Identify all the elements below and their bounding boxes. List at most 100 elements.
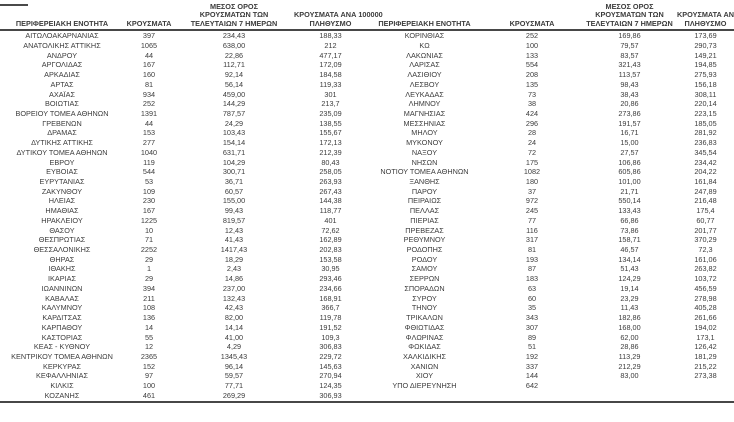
table-row: ΚΑΒΑΛΑΣ 211 132,43 168,91 ΣΥΡΟΥ 60 23,29 278,98 xyxy=(0,294,734,304)
per100k-cell: 229,72 xyxy=(319,351,342,361)
per100k-cell: 290,73 xyxy=(694,40,717,50)
region-cell: ΑΧΑΪΑΣ xyxy=(48,89,75,99)
region-cell: ΧΑΛΚΙΔΙΚΗΣ xyxy=(402,351,447,361)
region-cell: ΜΗΛΟΥ xyxy=(411,128,438,138)
region-cell: ΦΘΙΩΤΙΔΑΣ xyxy=(404,322,445,332)
region-cell: ΠΕΛΛΑΣ xyxy=(409,206,440,216)
table-row: ΘΑΣΟΥ 10 12,43 72,62 ΠΡΕΒΕΖΑΣ 116 73,86 201,77 xyxy=(0,226,734,236)
per100k-cell: 126,42 xyxy=(694,342,717,352)
region-cell: ΕΒΡΟΥ xyxy=(49,157,75,167)
cases-cell: 14 xyxy=(144,322,154,332)
table-header: ΠΕΡΙΦΕΡΕΙΑΚΗ ΕΝΟΤΗΤΑ ΚΡΟΥΣΜΑΤΑ ΜΕΣΟΣ ΟΡΟ… xyxy=(0,2,734,31)
cases-cell: 397 xyxy=(142,31,156,41)
per100k-header-line1: ΚΡΟΥΣΜΑΤΑ ΑΝΑ 100000 xyxy=(294,10,383,20)
avg7-cell: 605,86 xyxy=(618,167,641,177)
avg7-cell: 92,14 xyxy=(224,70,244,80)
avg7-cell: 155,00 xyxy=(222,196,246,206)
per100k-cell: 103,72 xyxy=(694,274,717,284)
per100k-cell: 275,93 xyxy=(694,70,717,80)
table-body: ΑΙΤΩΛΟΑΚΑΡΝΑΝΙΑΣ 397 234,43 188,33 ΚΟΡΙΝΘΙΑΣ… xyxy=(0,30,734,402)
avg7-cell: 73,86 xyxy=(620,225,639,235)
region-cell: ΡΕΘΥΜΝΟΥ xyxy=(403,235,446,245)
avg7-cell: 819,57 xyxy=(222,215,246,225)
region-cell xyxy=(367,391,482,402)
per100k-cell: 477,17 xyxy=(319,50,342,60)
region-cell: ΣΥΡΟΥ xyxy=(412,293,437,303)
per100k-cell: 370,29 xyxy=(694,235,717,245)
per100k-cell: 162,89 xyxy=(319,235,342,245)
avg7-cell: 51,43 xyxy=(620,264,639,274)
per100k-cell: 168,91 xyxy=(319,293,342,303)
region-cell: ΘΗΡΑΣ xyxy=(49,254,75,264)
table-row: ΚΕΡΚΥΡΑΣ 152 96,14 145,63 ΧΑΝΙΩΝ 337 212,29 215… xyxy=(0,362,734,372)
avg7-cell: 638,00 xyxy=(222,40,246,50)
per100k-cell: 220,14 xyxy=(694,99,717,109)
avg7-cell: 2,43 xyxy=(226,264,242,274)
table-row: ΒΟΡΕΙΟΥ ΤΟΜΕΑ ΑΘΗΝΩΝ 1391 787,57 235,09 ΜΑΓΝ… xyxy=(0,109,734,119)
table-row: ΑΝΑΤΟΛΙΚΗΣ ΑΤΤΙΚΗΣ 1065 638,00 212 ΚΩ 100 79,5… xyxy=(0,41,734,51)
region-cell: ΚΑΛΥΜΝΟΥ xyxy=(41,303,83,313)
cases-cell: 160 xyxy=(142,70,156,80)
per100k-header-line1: ΚΡΟΥΣΜΑΤΑ ΑΝΑ 100000 xyxy=(677,10,734,20)
per100k-cell: 109,3 xyxy=(321,332,340,342)
region-cell: ΝΗΣΩΝ xyxy=(411,157,438,167)
cases-cell: 100 xyxy=(525,40,539,50)
per100k-cell: 204,22 xyxy=(694,167,717,177)
region-cell: ΜΑΓΝΗΣΙΑΣ xyxy=(403,108,446,118)
cases-cell: 77 xyxy=(527,215,537,225)
cases-header-right: ΚΡΟΥΣΜΑΤΑ xyxy=(482,3,582,30)
per100k-cell: 119,33 xyxy=(319,79,342,89)
per100k-cell: 153,58 xyxy=(319,254,342,264)
region-cell: ΧΙΟΥ xyxy=(415,371,434,381)
cases-cell: 394 xyxy=(142,283,156,293)
cases-cell: 87 xyxy=(527,264,537,274)
cases-cell: 642 xyxy=(525,381,539,391)
avg7-cell: 106,86 xyxy=(618,157,641,167)
region-cell: ΙΩΑΝΝΙΝΩΝ xyxy=(41,283,83,293)
per100k-cell: 267,43 xyxy=(319,186,342,196)
region-cell: ΔΥΤΙΚΟΥ ΤΟΜΕΑ ΑΘΗΝΩΝ xyxy=(16,147,108,157)
cases-cell: 317 xyxy=(525,235,539,245)
cases-cell: 71 xyxy=(144,235,154,245)
avg7-cell: 36,71 xyxy=(224,177,244,186)
cases-cell: 53 xyxy=(144,177,154,186)
table-row: ΘΕΣΣΑΛΟΝΙΚΗΣ 2252 1417,43 202,83 ΡΟΔΟΠΗΣ 81 46… xyxy=(0,245,734,255)
avg7-header-line3: ΤΕΛΕΥΤΑΙΩΝ 7 ΗΜΕΡΩΝ xyxy=(190,18,278,28)
cases-cell: 97 xyxy=(144,371,154,381)
region-cell: ΠΡΕΒΕΖΑΣ xyxy=(405,225,444,235)
cases-cell: 208 xyxy=(525,70,539,80)
region-cell: ΒΟΡΕΙΟΥ ΤΟΜΕΑ ΑΘΗΝΩΝ xyxy=(15,108,109,118)
avg7-header-line3: ΤΕΛΕΥΤΑΙΩΝ 7 ΗΜΕΡΩΝ xyxy=(586,18,673,28)
region-cell: ΦΩΚΙΔΑΣ xyxy=(408,342,441,352)
cases-cell: 29 xyxy=(144,274,154,284)
region-cell: ΠΙΕΡΙΑΣ xyxy=(410,215,439,225)
avg7-cell: 154,14 xyxy=(222,138,246,148)
cases-cell: 51 xyxy=(527,342,537,352)
avg7-cell: 62,00 xyxy=(620,332,639,342)
cases-header-label: ΚΡΟΥΣΜΑΤΑ xyxy=(509,18,555,28)
per100k-cell: 30,95 xyxy=(321,264,340,274)
table-row: ΒΟΙΩΤΙΑΣ 252 144,29 213,7 ΛΗΜΝΟΥ 38 20,86 220,1… xyxy=(0,99,734,109)
avg7-cell: 459,00 xyxy=(222,89,246,99)
region-cell: ΔΡΑΜΑΣ xyxy=(47,128,77,138)
table-row: ΔΥΤΙΚΟΥ ΤΟΜΕΑ ΑΘΗΝΩΝ 1040 631,71 212,39 ΝΑΞΟ… xyxy=(0,148,734,158)
cases-cell: 307 xyxy=(525,322,539,332)
cases-cell: 44 xyxy=(144,50,154,60)
table-row: ΙΘΑΚΗΣ 1 2,43 30,95 ΣΑΜΟΥ 87 51,43 263,82 xyxy=(0,264,734,274)
table-row: ΕΥΒΟΙΑΣ 544 300,71 258,05 ΝΟΤΙΟΥ ΤΟΜΕΑ ΑΘΗΝΩ… xyxy=(0,167,734,177)
table-row: ΑΡΚΑΔΙΑΣ 160 92,14 184,58 ΛΑΣΙΘΙΟΥ 208 113,57 2… xyxy=(0,70,734,80)
avg7-cell: 56,14 xyxy=(224,79,244,89)
region-cell: ΚΟΖΑΝΗΣ xyxy=(44,390,80,400)
cases-cell: 175 xyxy=(525,157,539,167)
avg7-cell: 168,00 xyxy=(618,322,641,332)
table-row: ΗΡΑΚΛΕΙΟΥ 1225 819,57 401 ΠΙΕΡΙΑΣ 77 66,86 60,7… xyxy=(0,216,734,226)
region-cell: ΛΕΥΚΑΔΑΣ xyxy=(405,89,444,99)
region-cell: ΡΟΔΟΠΗΣ xyxy=(406,245,443,255)
table-row: ΖΑΚΥΝΘΟΥ 109 60,57 267,43 ΠΑΡΟΥ 37 21,71 247,89 xyxy=(0,187,734,197)
per100k-cell: 366,7 xyxy=(321,303,340,313)
cases-cell: 424 xyxy=(525,108,539,118)
avg7-cell: 191,57 xyxy=(618,118,641,128)
per100k-cell: 234,66 xyxy=(319,283,342,293)
per100k-cell: 72,3 xyxy=(698,245,713,255)
